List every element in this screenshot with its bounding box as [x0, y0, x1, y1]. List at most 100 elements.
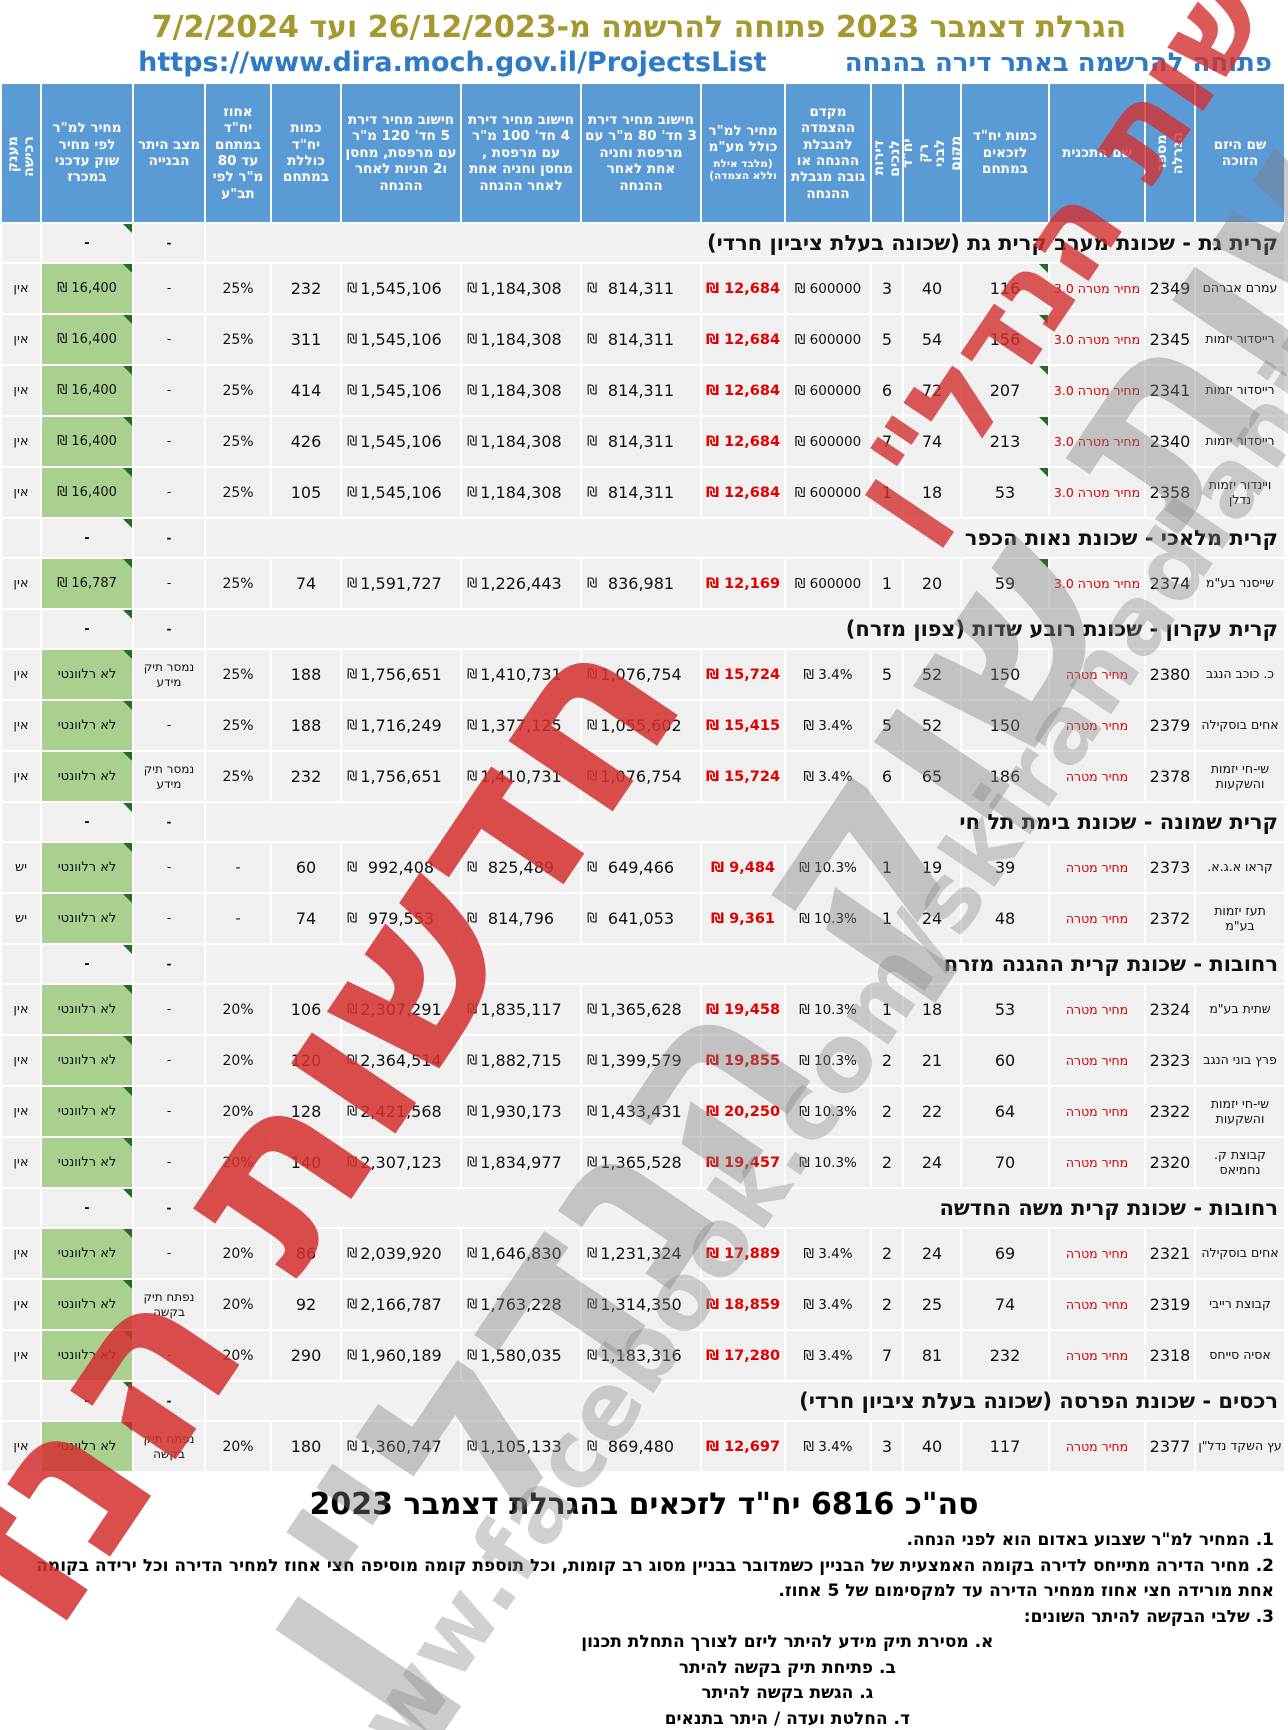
cell-calc4: ₪ 1,835,117	[460, 983, 582, 1036]
shekel-icon: ₪	[467, 485, 478, 500]
cell-lottery: 2324	[1144, 983, 1196, 1036]
cell-grant: אין	[0, 1329, 42, 1382]
cell-calc4: ₪ 1,834,977	[460, 1136, 582, 1189]
cell-pct80: 25%	[204, 415, 272, 468]
cell-permit: -	[132, 983, 206, 1036]
cell-developer: רייסדור יזמות	[1194, 313, 1286, 366]
column-header-0: שם היזם הזוכה	[1194, 82, 1286, 224]
cell-index_factor: ₪ 10.3%	[784, 892, 872, 945]
projects-list-link[interactable]: https://www.dira.moch.gov.il/ProjectsLis…	[138, 47, 767, 78]
table-row: אחים בוסקילה 2321 מחיר מטרה 69 24 2 ₪ 3.4% ₪ 17…	[0, 1227, 1286, 1280]
cell-calc3: ₪ 836,981	[580, 557, 702, 610]
cell-eligible: 74	[960, 1278, 1050, 1331]
cell-calc3: ₪ 1,399,579	[580, 1034, 702, 1087]
shekel-icon: ₪	[467, 718, 478, 733]
cell-lottery: 2318	[1144, 1329, 1196, 1382]
cell-market: לא רלוונטי	[40, 1420, 134, 1473]
cell-program: מחיר מטרה 3.0	[1048, 313, 1146, 366]
cell-calc5: ₪ 2,364,514	[340, 1034, 462, 1087]
cell-calc5: ₪ 1,545,106	[340, 415, 462, 468]
cell-grant: אין	[0, 466, 42, 519]
cell-grant: אין	[0, 364, 42, 417]
cell-market: לא רלוונטי	[40, 699, 134, 752]
cell-eligible: 150	[960, 699, 1050, 752]
cell-calc5: ₪ 1,960,189	[340, 1329, 462, 1382]
shekel-icon: ₪	[467, 1246, 478, 1261]
cell-eligible: 232	[960, 1329, 1050, 1382]
shekel-icon: ₪	[347, 1155, 358, 1170]
section-row: קרית מלאכי - שכונת נאות הכפר - -	[0, 517, 1286, 559]
cell-developer: שתית בע"מ	[1194, 983, 1286, 1036]
cell-permit: נפתח תיק בקשה	[132, 1278, 206, 1331]
cell-calc3: ₪ 814,311	[580, 262, 702, 315]
cell-market: לא רלוונטי	[40, 841, 134, 894]
cell-index_factor: ₪ 3.4%	[784, 750, 872, 803]
cell-index_factor: ₪ 600000	[784, 262, 872, 315]
cell-eligible: 156	[960, 313, 1050, 366]
table-row: פרץ בוני הנגב 2323 מחיר מטרה 60 21 2 ₪ 10.3% ₪ …	[0, 1034, 1286, 1087]
cell-developer: אחים בוסקילה	[1194, 1227, 1286, 1280]
cell-calc5: ₪ 1,591,727	[340, 557, 462, 610]
cell-index_factor: ₪ 3.4%	[784, 1227, 872, 1280]
cell-developer: אסיה סייחס	[1194, 1329, 1286, 1382]
cell-calc3: ₪ 1,365,628	[580, 983, 702, 1036]
section-title: קרית מלאכי - שכונת נאות הכפר	[204, 517, 1286, 559]
cell-program: מחיר מטרה	[1048, 1136, 1146, 1189]
section-grant-empty	[0, 943, 42, 985]
cell-pct80: 25%	[204, 699, 272, 752]
cell-eligible: 213	[960, 415, 1050, 468]
cell-total_units: 92	[270, 1278, 342, 1331]
cell-calc4: ₪ 825,489	[460, 841, 582, 894]
cell-program: מחיר מטרה 3.0	[1048, 557, 1146, 610]
cell-local_only: 72	[902, 364, 962, 417]
cell-eligible: 60	[960, 1034, 1050, 1087]
cell-developer: עץ השקד נדל"ן	[1194, 1420, 1286, 1473]
table-row: אחים בוסקילה 2379 מחיר מטרה 150 52 5 ₪ 3.4% ₪ 1…	[0, 699, 1286, 752]
cell-calc4: ₪ 1,184,308	[460, 415, 582, 468]
shekel-icon: ₪	[347, 860, 358, 875]
substep-item-2: ב. פתיחת תיק בקשה להיתר	[678, 1657, 896, 1678]
shekel-icon: ₪	[347, 1104, 358, 1119]
cell-market: לא רלוונטי	[40, 1329, 134, 1382]
cell-pct80: 20%	[204, 1227, 272, 1280]
page-title: הגרלת דצמבר 2023 פתוחה להרשמה מ-26/12/20…	[151, 10, 1127, 45]
cell-disabled: 5	[870, 648, 904, 701]
column-header-8: חישוב מחיר דירת 3 חד' 80 מ"ר עם מרפסת וח…	[580, 82, 702, 224]
cell-calc3: ₪ 1,314,350	[580, 1278, 702, 1331]
column-header-3: כמות יח"ד לזכאים במתחם	[960, 82, 1050, 224]
cell-grant: אין	[0, 648, 42, 701]
cell-total_units: 414	[270, 364, 342, 417]
cell-calc3: ₪ 814,311	[580, 466, 702, 519]
substep-item-3: ג. הגשת בקשה להיתר	[701, 1683, 874, 1703]
cell-local_only: 40	[902, 262, 962, 315]
column-header-13: מצב היתר הבנייה	[132, 82, 206, 224]
cell-calc3: ₪ 814,311	[580, 364, 702, 417]
cell-local_only: 52	[902, 648, 962, 701]
shekel-icon: ₪	[467, 1104, 478, 1119]
cell-price_sqm: ₪ 15,415	[700, 699, 786, 752]
shekel-icon: ₪	[587, 1104, 598, 1119]
cell-local_only: 22	[902, 1085, 962, 1138]
cell-calc4: ₪ 1,184,308	[460, 262, 582, 315]
cell-total_units: 128	[270, 1085, 342, 1138]
cell-developer: רייסדור יזמות	[1194, 415, 1286, 468]
cell-local_only: 24	[902, 892, 962, 945]
cell-grant: אין	[0, 1278, 42, 1331]
cell-total_units: 74	[270, 557, 342, 610]
shekel-icon: ₪	[587, 1297, 598, 1312]
cell-developer: שייסנר בע"מ	[1194, 557, 1286, 610]
shekel-icon: ₪	[347, 1348, 358, 1363]
cell-calc4: ₪ 1,184,308	[460, 466, 582, 519]
cell-permit: -	[132, 699, 206, 752]
cell-total_units: 426	[270, 415, 342, 468]
table-row: שתית בע"מ 2324 מחיר מטרה 53 18 1 ₪ 10.3% ₪ 19,4…	[0, 983, 1286, 1036]
cell-total_units: 180	[270, 1420, 342, 1473]
table-row: רייסדור יזמות 2341 מחיר מטרה 3.0 207 72 6 ₪ 60…	[0, 364, 1286, 417]
cell-lottery: 2374	[1144, 557, 1196, 610]
cell-price_sqm: ₪ 9,361	[700, 892, 786, 945]
cell-grant: יש	[0, 892, 42, 945]
subtitle-row: פתוחה להרשמה באתר דירה בהנחה https://www…	[0, 45, 1288, 82]
cell-pct80: 25%	[204, 557, 272, 610]
cell-total_units: 232	[270, 262, 342, 315]
cell-price_sqm: ₪ 18,859	[700, 1278, 786, 1331]
